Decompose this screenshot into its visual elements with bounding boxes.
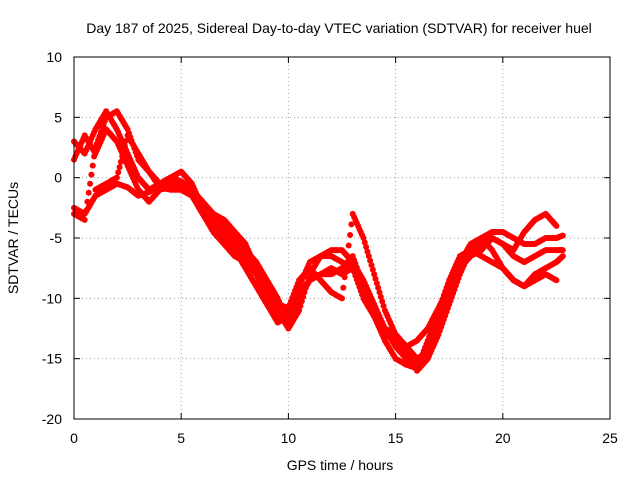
data-point xyxy=(372,275,379,282)
data-point xyxy=(364,248,371,255)
x-tick-label: 0 xyxy=(70,430,78,446)
data-point xyxy=(363,244,370,251)
y-tick-label: 5 xyxy=(54,109,62,125)
data-point xyxy=(367,257,374,264)
data-point xyxy=(365,253,372,260)
series-day-4 xyxy=(71,168,560,372)
x-tick-label: 15 xyxy=(388,430,404,446)
y-tick-label: -20 xyxy=(42,411,62,427)
data-point xyxy=(343,263,350,270)
data-point xyxy=(371,271,378,278)
data-point xyxy=(361,239,368,246)
x-tick-label: 5 xyxy=(177,430,185,446)
data-point xyxy=(89,162,96,169)
y-axis-label: SDTVAR / TECUs xyxy=(5,182,21,294)
data-point xyxy=(117,158,124,165)
data-point xyxy=(553,222,560,229)
x-tick-label: 20 xyxy=(495,430,511,446)
y-tick-label: 0 xyxy=(54,170,62,186)
data-point xyxy=(553,277,560,284)
data-point xyxy=(341,274,348,281)
data-point xyxy=(376,289,383,296)
y-tick-label: -5 xyxy=(50,230,63,246)
data-point xyxy=(348,221,355,228)
chart-title: Day 187 of 2025, Sidereal Day-to-day VTE… xyxy=(86,20,592,36)
data-point xyxy=(377,293,384,300)
data-point xyxy=(375,284,382,291)
data-point xyxy=(379,298,386,305)
data-point xyxy=(85,189,92,196)
y-tick-label: -10 xyxy=(42,290,62,306)
data-point xyxy=(113,174,120,181)
data-point xyxy=(347,231,354,238)
data-point xyxy=(87,180,94,187)
data-point xyxy=(119,153,126,160)
data-point xyxy=(380,302,387,309)
data-point xyxy=(115,169,122,176)
x-tick-label: 10 xyxy=(281,430,297,446)
plot-frame xyxy=(73,56,611,420)
data-point xyxy=(559,253,566,260)
data-point xyxy=(369,266,376,273)
data-point xyxy=(121,142,128,149)
data-point xyxy=(88,171,95,178)
y-tick-label: 10 xyxy=(46,49,62,65)
data-points xyxy=(71,108,566,374)
data-point xyxy=(373,280,380,287)
data-point xyxy=(559,247,566,254)
x-tick-label: 25 xyxy=(602,430,618,446)
data-point xyxy=(368,262,375,269)
data-point xyxy=(344,253,351,260)
data-point xyxy=(339,295,345,302)
x-axis-label: GPS time / hours xyxy=(287,457,394,473)
y-tick-label: -15 xyxy=(42,351,62,367)
data-point xyxy=(116,164,123,171)
series-day-5 xyxy=(92,132,560,350)
data-point xyxy=(340,284,347,291)
data-point xyxy=(120,148,127,155)
data-point xyxy=(559,232,566,239)
data-point xyxy=(81,216,88,223)
data-point xyxy=(360,235,367,241)
data-point xyxy=(345,242,352,249)
